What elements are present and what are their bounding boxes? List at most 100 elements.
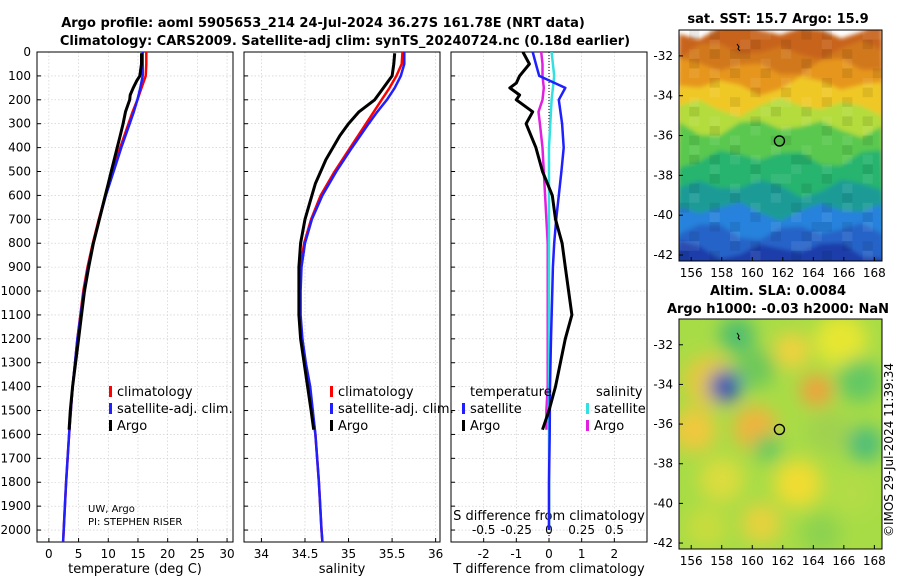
sla-anomaly-blob: [847, 425, 882, 462]
x-tick-label: 5: [75, 547, 83, 561]
sst-pixel: [781, 78, 792, 88]
series-line-climatology: [61, 52, 148, 542]
x-tick-label: 0: [545, 547, 553, 561]
sst-field: [679, 30, 882, 261]
sst-pixel: [821, 250, 832, 261]
map-frame: [678, 29, 883, 262]
sla-map-panel: 156 158 160 162 164 166 168 -32 -34 -36 -38 -40 -42: [653, 318, 886, 568]
sst-pixel: [770, 222, 781, 232]
x-tick-label: -1: [510, 547, 522, 561]
sst-pixel: [709, 30, 720, 40]
sst-pixel: [872, 68, 882, 78]
sst-pixel: [842, 58, 853, 69]
sst-pixel: [770, 135, 781, 146]
map-x-tick-label: 166: [832, 266, 855, 280]
series-line-temperature-argo: [508, 52, 574, 431]
sst-pixel: [750, 39, 761, 50]
y-tick-label: 200: [8, 93, 31, 107]
sst-pixel: [781, 39, 792, 50]
x-tick-label: 30: [219, 547, 234, 561]
sst-pixel: [730, 241, 741, 251]
sst-pixel: [709, 49, 720, 59]
legend-swatch-climatology: [109, 386, 112, 397]
sst-pixel: [750, 30, 761, 40]
sst-pixel: [821, 116, 832, 126]
legend-swatch-argo: [109, 420, 112, 431]
map-y-tick-label: -36: [653, 129, 673, 143]
y-tick-label: 1100: [0, 308, 31, 322]
sst-pixel: [791, 164, 802, 174]
map-x-tick-label: 168: [863, 266, 886, 280]
sst-pixel: [862, 30, 873, 40]
sst-pixel: [689, 49, 700, 59]
sst-pixel: [730, 58, 741, 69]
x2-tick-label: 0.5: [605, 523, 624, 537]
sst-pixel: [842, 202, 853, 213]
sla-anomaly-blob: [715, 377, 734, 396]
sst-pixel: [801, 116, 812, 126]
sst-pixel: [750, 87, 761, 98]
sst-pixel: [791, 212, 802, 222]
map-y-tick-label: -38: [653, 457, 673, 471]
sst-pixel: [689, 106, 700, 117]
legend-swatch-sal-satellite: [586, 403, 589, 414]
sst-pixel: [709, 126, 720, 136]
sst-pixel: [730, 231, 741, 242]
sst-pixel: [730, 49, 741, 59]
sst-pixel: [821, 164, 832, 174]
sst-map-title: sat. SST: 15.7 Argo: 15.9: [687, 12, 868, 27]
legend-swatch-argo: [330, 420, 333, 431]
x-tick-label: 0: [45, 547, 53, 561]
sst-pixel: [760, 30, 771, 40]
sst-band-group: [679, 30, 882, 261]
sst-pixel: [750, 202, 761, 213]
y-tick-label: 500: [8, 165, 31, 179]
sst-pixel: [862, 135, 873, 146]
sst-pixel: [821, 87, 832, 98]
sst-pixel: [709, 174, 720, 184]
legend-label-temp-argo: Argo: [470, 419, 500, 434]
axes-frame: [243, 51, 441, 543]
y-tick-label: 600: [8, 188, 31, 202]
profile-legend-salinity: climatology satellite-adj. clim. Argo: [330, 385, 454, 434]
legend-label-temp-satellite: satellite: [470, 402, 522, 417]
sst-pixel: [770, 106, 781, 117]
pi-label: PI: STEPHEN RISER: [88, 517, 182, 528]
sst-pixel: [821, 212, 832, 222]
sla-anomaly-blob: [773, 332, 810, 369]
series-line-temperature-satellite: [531, 52, 567, 530]
x-axis-label: temperature (deg C): [68, 562, 202, 577]
sla-anomaly-blob: [800, 374, 833, 407]
sst-pixel: [770, 183, 781, 194]
legend-label-climatology: climatology: [117, 385, 193, 400]
sst-pixel: [709, 154, 720, 165]
coastline-island: [736, 43, 741, 52]
sst-pixel: [730, 154, 741, 165]
x-axis-label: T difference from climatology: [452, 562, 645, 577]
sst-pixel: [842, 154, 853, 165]
map-y-tick-label: -34: [653, 89, 673, 103]
y-tick-label: 1300: [0, 356, 31, 370]
x-tick-label: -2: [478, 547, 490, 561]
sla-anomaly-blob: [735, 348, 776, 389]
y-tick-label: 0: [23, 45, 31, 59]
y-tick-label: 800: [8, 236, 31, 250]
sst-pixel: [689, 30, 700, 40]
sst-pixel: [709, 202, 720, 213]
sst-pixel: [801, 97, 812, 107]
sst-pixel: [842, 135, 853, 146]
map-x-tick-label: 156: [680, 266, 703, 280]
sst-pixel: [689, 135, 700, 146]
sst-pixel: [791, 202, 802, 213]
sst-pixel: [689, 193, 700, 203]
sst-pixel: [821, 174, 832, 184]
map-x-tick-label: 158: [710, 266, 733, 280]
sst-pixel: [862, 222, 873, 232]
sst-pixel: [842, 183, 853, 194]
salinity-profile-panel: 34 34.5 35 35.5 36 salinity: [243, 51, 443, 577]
sst-pixel: [709, 164, 720, 174]
legend-label-sal-argo: Argo: [594, 419, 624, 434]
sst-pixel: [862, 116, 873, 126]
sst-pixel: [862, 164, 873, 174]
